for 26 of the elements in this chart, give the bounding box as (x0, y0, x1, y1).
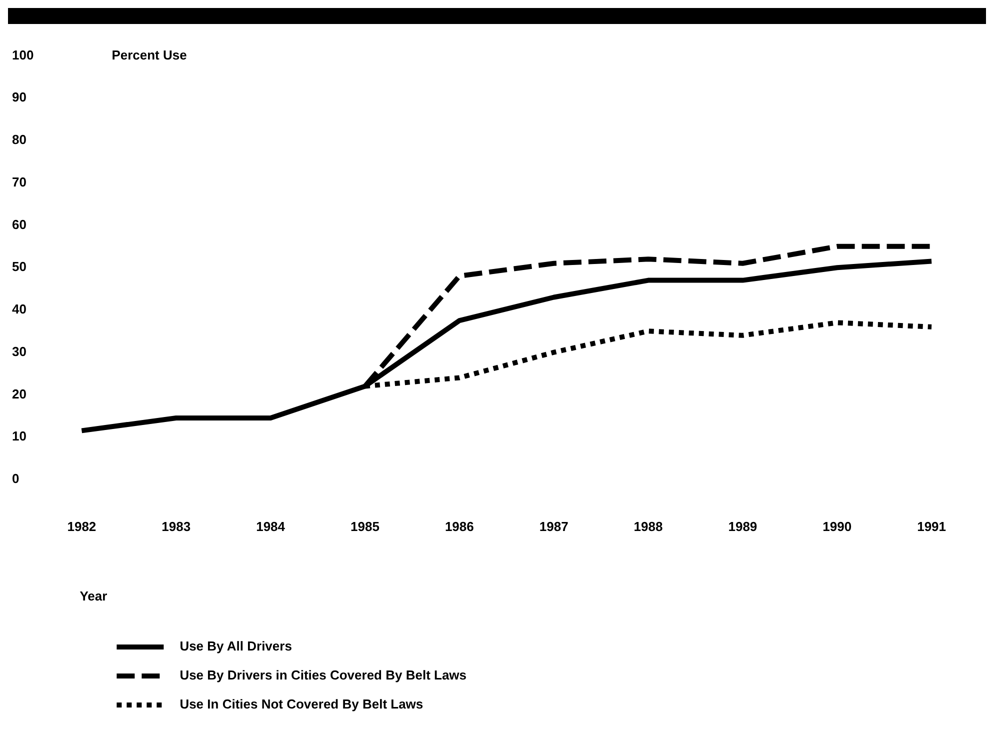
x-tick-label: 1988 (634, 518, 663, 534)
y-tick-label: 60 (12, 216, 26, 232)
y-tick-label: 30 (12, 344, 26, 359)
y-tick-label: 0 (12, 470, 20, 486)
x-tick-label: 1986 (444, 518, 474, 534)
y-tick-label: 90 (12, 90, 26, 105)
legend-label: Use By Drivers in Cities Covered By Belt Laws (180, 668, 467, 683)
y-tick-label: 20 (12, 386, 26, 402)
y-tick-label: 100 (12, 47, 34, 62)
x-tick-label: 1985 (350, 518, 380, 534)
y-tick-label: 70 (12, 174, 26, 190)
x-tick-label: 1990 (822, 518, 852, 534)
x-tick-label: 1987 (539, 518, 568, 534)
legend-label: Use By All Drivers (180, 638, 292, 654)
y-axis-title: Percent Use (112, 47, 187, 62)
x-tick-label: 1983 (162, 518, 191, 534)
x-tick-label: 1989 (728, 518, 758, 534)
x-tick-label: 1991 (917, 518, 946, 534)
y-tick-label: 40 (12, 302, 26, 317)
x-axis-title: Year (80, 588, 108, 604)
y-tick-label: 10 (12, 428, 26, 444)
x-tick-label: 1984 (256, 518, 286, 534)
y-tick-label: 50 (12, 259, 26, 274)
y-tick-label: 80 (12, 132, 26, 148)
legend-label: Use In Cities Not Covered By Belt Laws (180, 696, 424, 712)
x-tick-label: 1982 (67, 518, 96, 534)
